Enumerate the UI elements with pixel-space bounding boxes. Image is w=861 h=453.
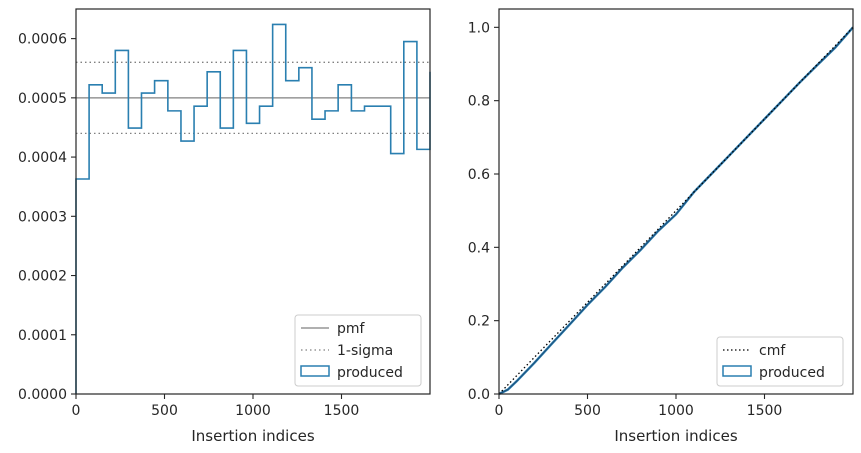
cmf-y-ticks: 0.0 0.2 0.4 0.6 0.8 1.0	[468, 20, 499, 403]
y-tick-label: 0.2	[468, 314, 490, 330]
cmf-x-axis-label: Insertion indices	[614, 427, 737, 445]
pmf-x-ticks: 0 500 1000 1500	[72, 394, 360, 419]
y-tick-label: 0.0002	[18, 269, 67, 285]
pmf-y-ticks: 0.0000 0.0001 0.0002 0.0003 0.0004 0.0005 0.00…	[18, 32, 76, 403]
cmf-x-ticks: 0 500 1000 1500	[495, 394, 783, 419]
pmf-legend-produced-label: produced	[337, 365, 403, 381]
x-tick-label: 1000	[235, 403, 271, 419]
y-tick-label: 0.0003	[18, 209, 67, 225]
x-tick-label: 1000	[658, 403, 694, 419]
y-tick-label: 0.6	[468, 167, 490, 183]
pmf-legend-pmf-label: pmf	[337, 321, 366, 337]
y-tick-label: 0.0004	[18, 150, 67, 166]
y-tick-label: 1.0	[468, 20, 490, 36]
y-tick-label: 0.8	[468, 94, 490, 110]
y-tick-label: 0.0005	[18, 91, 67, 107]
x-tick-label: 1500	[324, 403, 360, 419]
x-tick-label: 500	[574, 403, 601, 419]
x-tick-label: 1500	[747, 403, 783, 419]
pmf-legend-produced-swatch	[300, 365, 330, 377]
y-tick-label: 0.4	[468, 240, 490, 256]
pmf-legend-sigma-label: 1-sigma	[337, 343, 393, 359]
pmf-x-axis-label: Insertion indices	[191, 427, 314, 445]
y-tick-label: 0.0	[468, 387, 490, 403]
pmf-plot-area	[75, 23, 431, 394]
y-tick-label: 0.0006	[18, 32, 67, 48]
pmf-legend: pmf 1-sigma produced	[294, 314, 422, 387]
cmf-legend-cmf-label: cmf	[759, 343, 786, 359]
y-tick-label: 0.0001	[18, 328, 67, 344]
pmf-panel: 0 500 1000 1500 0.00000.00010.00020.00030.0…	[18, 8, 431, 445]
cmf-legend-produced-swatch	[722, 365, 752, 377]
produced-histogram	[75, 23, 431, 394]
cmf-legend-produced-label: produced	[759, 365, 825, 381]
cmf-plot-area	[498, 26, 854, 396]
y-tick-label: 0.0000	[18, 387, 67, 403]
pmf-legend-box	[294, 314, 422, 387]
x-tick-label: 0	[495, 403, 504, 419]
cmf-legend: cmf produced	[716, 336, 844, 387]
x-tick-label: 500	[151, 403, 178, 419]
cmf-legend-box	[716, 336, 844, 387]
x-tick-label: 0	[72, 403, 81, 419]
cmf-line	[498, 26, 854, 395]
cmf-panel: 0 500 1000 1500 0.0 0.2 0.4 0.6 0.8 1.0 Insertio…	[468, 8, 854, 445]
